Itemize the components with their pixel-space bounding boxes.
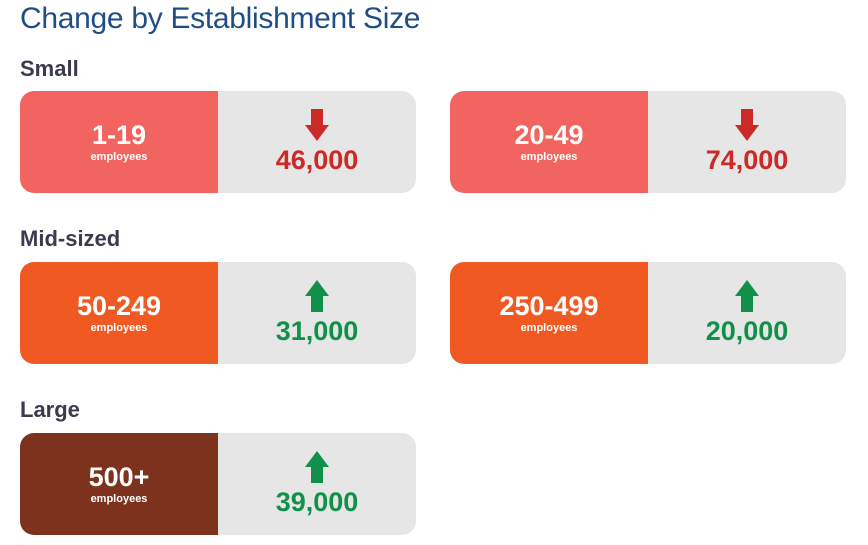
size-card-1-19: 1-19 employees 46,000 [20,91,416,193]
size-band: 20-49 employees [450,91,648,193]
size-unit: employees [90,492,148,505]
size-unit: employees [520,321,578,334]
arrow-up-icon [305,451,329,483]
size-range: 500+ [88,461,150,492]
arrow-down-icon [305,109,329,141]
size-range: 1-19 [91,119,147,150]
size-card-250-499: 250-499 employees 20,000 [450,262,846,364]
size-unit: employees [520,150,578,163]
change-value: 20,000 [705,316,789,346]
size-card-500-plus: 500+ employees 39,000 [20,433,416,535]
size-range: 50-249 [76,290,162,321]
group-label-small: Small [20,56,79,81]
size-band: 50-249 employees [20,262,218,364]
change-value: 46,000 [275,145,359,175]
change-panel: 20,000 [648,262,846,364]
size-band: 250-499 employees [450,262,648,364]
change-value: 74,000 [705,145,789,175]
change-panel: 74,000 [648,91,846,193]
arrow-down-icon [735,109,759,141]
arrow-up-icon [735,280,759,312]
size-unit: employees [90,150,148,163]
size-card-50-249: 50-249 employees 31,000 [20,262,416,364]
size-band: 1-19 employees [20,91,218,193]
group-label-mid-sized: Mid-sized [20,226,121,251]
change-panel: 46,000 [218,91,416,193]
group-label-large: Large [20,397,80,422]
size-range: 250-499 [499,290,599,321]
change-value: 31,000 [275,316,359,346]
size-unit: employees [90,321,148,334]
change-value: 39,000 [275,487,359,517]
arrow-up-icon [305,280,329,312]
size-band: 500+ employees [20,433,218,535]
size-card-20-49: 20-49 employees 74,000 [450,91,846,193]
size-range: 20-49 [514,119,584,150]
page-title: Change by Establishment Size [20,2,421,35]
change-panel: 31,000 [218,262,416,364]
change-panel: 39,000 [218,433,416,535]
